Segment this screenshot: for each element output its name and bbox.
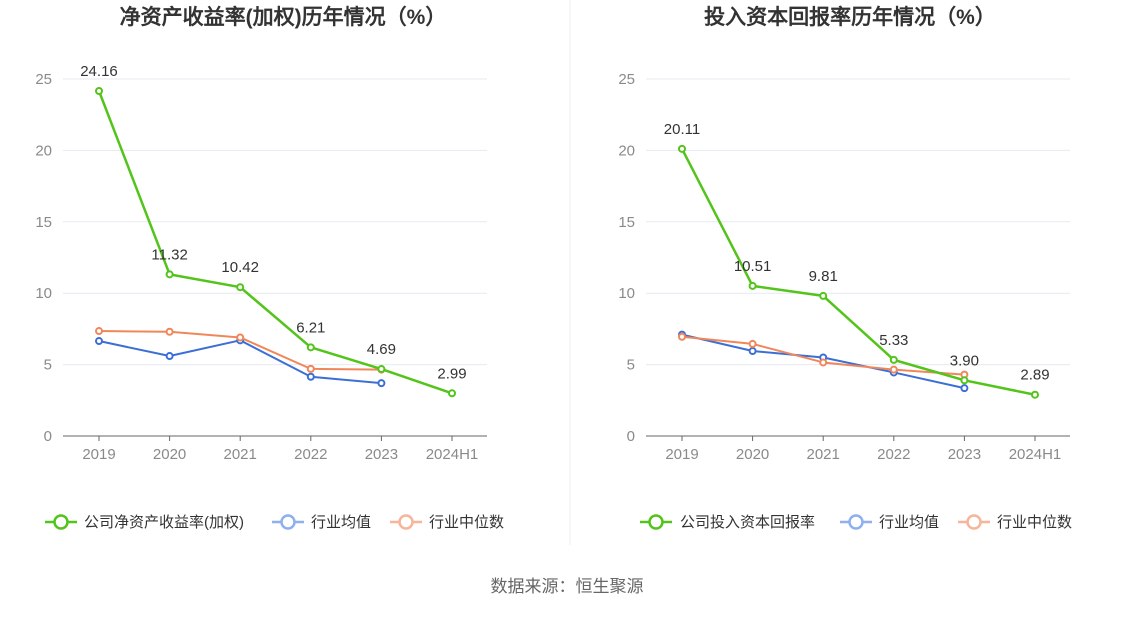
data-label: 2.99 <box>437 365 466 382</box>
y-tick-label: 15 <box>35 214 52 231</box>
data-point-industry_avg <box>748 347 757 356</box>
legend-label: 行业均值 <box>311 514 371 531</box>
data-label: 2.89 <box>1020 367 1049 384</box>
legend-swatch-marker <box>280 514 296 530</box>
chart-title: 净资产收益率(加权)历年情况（%） <box>120 5 447 29</box>
x-tick-label: 2021 <box>224 446 257 463</box>
data-point-industry_median <box>306 364 315 373</box>
legend-swatch-marker <box>648 514 664 530</box>
data-point-industry_avg <box>960 384 969 393</box>
x-tick-label: 2021 <box>807 446 840 463</box>
y-tick-label: 0 <box>44 428 52 445</box>
data-point-industry_avg <box>306 372 315 381</box>
data-label: 4.69 <box>367 341 396 358</box>
data-point-industry_median <box>748 339 757 348</box>
y-tick-label: 20 <box>35 142 52 159</box>
data-point-company <box>377 365 386 374</box>
y-tick-label: 15 <box>618 214 635 231</box>
data-point-company <box>165 270 174 279</box>
x-tick-label: 2019 <box>82 446 115 463</box>
legend-label: 行业中位数 <box>997 514 1072 531</box>
x-tick-label: 2020 <box>736 446 769 463</box>
data-point-company <box>306 343 315 352</box>
data-point-company <box>889 355 898 364</box>
x-tick-label: 2024H1 <box>1009 446 1062 463</box>
series-line-company <box>680 148 1036 396</box>
legend-label: 行业中位数 <box>429 514 504 531</box>
data-label: 24.16 <box>80 63 118 80</box>
chart-title: 投入资本回报率历年情况（%） <box>704 5 996 29</box>
roic-chart: 投入资本回报率历年情况（%） 0 5 10 15 20 25 2019 2020 2021 2022… <box>618 5 1072 531</box>
data-label: 11.32 <box>151 246 187 263</box>
y-tick-label: 10 <box>35 285 52 302</box>
data-point-company <box>236 283 245 292</box>
x-tick-label: 2020 <box>153 446 186 463</box>
legend-swatch-marker <box>848 514 864 530</box>
data-point-industry_median <box>95 327 103 336</box>
series-line-company <box>97 90 453 395</box>
y-tick-label: 20 <box>618 142 635 159</box>
y-tick-label: 25 <box>35 71 52 88</box>
legend-swatch-marker <box>398 514 414 530</box>
data-label: 6.21 <box>296 319 325 336</box>
data-point-company <box>1031 390 1039 399</box>
data-label: 9.81 <box>809 268 838 285</box>
y-tick-label: 25 <box>618 71 635 88</box>
y-tick-label: 5 <box>627 357 635 374</box>
data-label: 10.42 <box>221 259 259 276</box>
data-point-company <box>819 291 828 300</box>
data-point-company <box>95 86 103 95</box>
data-label: 10.51 <box>734 258 772 275</box>
x-tick-label: 2024H1 <box>426 446 479 463</box>
y-tick-label: 0 <box>627 428 635 445</box>
data-point-industry_avg <box>95 337 103 346</box>
data-point-industry_median <box>165 327 174 336</box>
y-tick-label: 5 <box>44 357 52 374</box>
data-point-company <box>448 389 456 398</box>
data-source: 数据来源：恒生聚源 <box>491 577 644 596</box>
data-point-industry_avg <box>165 352 174 361</box>
data-label: 20.11 <box>664 121 700 138</box>
x-tick-label: 2019 <box>665 446 698 463</box>
legend-label: 公司净资产收益率(加权) <box>84 514 244 531</box>
data-point-industry_avg <box>377 379 386 388</box>
x-tick-label: 2023 <box>365 446 398 463</box>
data-point-company <box>960 376 969 385</box>
legend-swatch-marker <box>53 514 69 530</box>
data-point-industry_median <box>236 333 245 342</box>
y-tick-label: 10 <box>618 285 635 302</box>
series-line-industry_avg <box>98 339 382 385</box>
legend-swatch-marker <box>966 514 982 530</box>
data-point-industry_median <box>889 365 898 374</box>
x-tick-label: 2022 <box>877 446 910 463</box>
data-point-industry_median <box>819 358 828 367</box>
legend-label: 行业均值 <box>879 514 939 531</box>
data-label: 3.90 <box>950 352 979 369</box>
data-point-company <box>748 281 757 290</box>
x-tick-label: 2022 <box>294 446 327 463</box>
x-tick-label: 2023 <box>948 446 981 463</box>
data-point-company <box>678 144 686 153</box>
legend-label: 公司投入资本回报率 <box>680 514 815 531</box>
roe-chart: 净资产收益率(加权)历年情况（%） 0 5 10 15 20 25 2019 2020 2021 2… <box>35 5 504 531</box>
data-point-industry_median <box>678 332 686 341</box>
data-label: 5.33 <box>879 332 908 349</box>
